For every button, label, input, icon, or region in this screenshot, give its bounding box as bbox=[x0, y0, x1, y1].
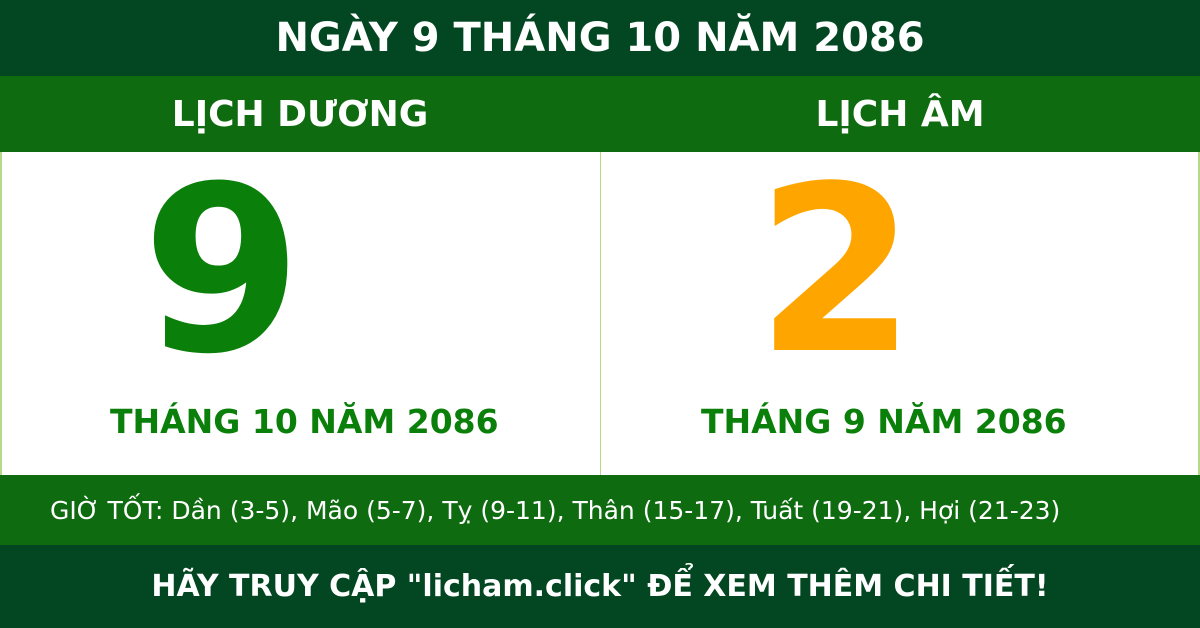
solar-panel: 9 THÁNG 10 NĂM 2086 bbox=[0, 142, 600, 475]
solar-calendar-header: LỊCH DƯƠNG bbox=[0, 76, 600, 152]
lunar-day: 2 bbox=[756, 138, 917, 405]
footer-cta: HÃY TRUY CẬP "licham.click" ĐỂ XEM THÊM … bbox=[0, 545, 1200, 628]
solar-day: 9 bbox=[142, 138, 303, 405]
lunar-calendar-header: LỊCH ÂM bbox=[600, 76, 1200, 152]
lunar-month-year: THÁNG 9 NĂM 2086 bbox=[701, 402, 1067, 441]
solar-month-year: THÁNG 10 NĂM 2086 bbox=[110, 402, 499, 441]
page-title: NGÀY 9 THÁNG 10 NĂM 2086 bbox=[0, 0, 1200, 76]
good-hours: GIỜ TỐT: Dần (3-5), Mão (5-7), Tỵ (9-11)… bbox=[0, 475, 1200, 545]
lunar-panel: 2 THÁNG 9 NĂM 2086 bbox=[600, 142, 1200, 475]
